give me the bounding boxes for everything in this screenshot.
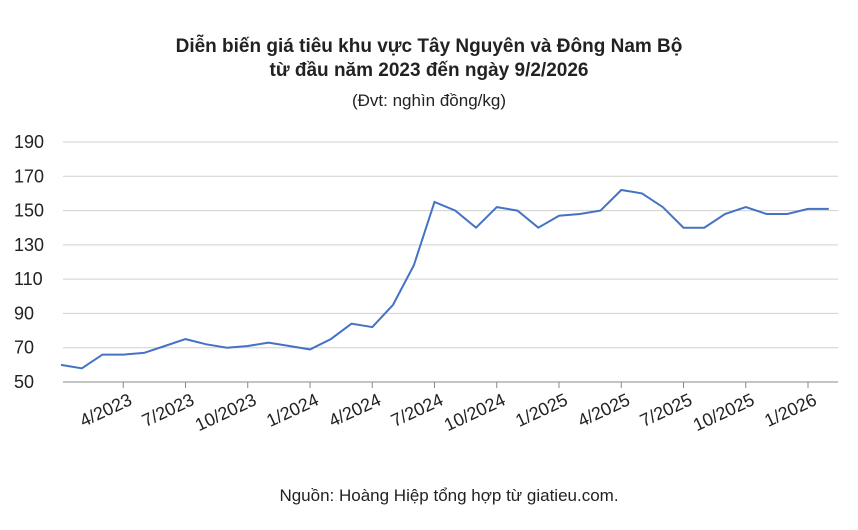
y-tick-label: 130 [14,235,44,255]
x-tick-label: 7/2023 [139,389,197,430]
y-tick-label: 90 [14,303,34,323]
x-tick-label: 10/2025 [690,389,757,435]
x-tick-label: 4/2024 [326,389,384,430]
x-tick-label: 7/2024 [388,389,446,430]
y-tick-label: 110 [14,269,43,289]
price-line [60,188,829,370]
y-tick-label: 50 [14,372,34,392]
x-tick-label: 7/2025 [637,389,695,430]
x-tick-label: 1/2025 [512,389,570,430]
chart-title: từ đầu năm 2023 đến ngày 9/2/2026 [270,60,589,81]
chart-title: Diễn biến giá tiêu khu vực Tây Nguyên và… [176,35,683,57]
y-tick-label: 70 [14,338,34,358]
source-note: Nguồn: Hoàng Hiệp tổng hợp từ giatieu.co… [279,486,618,505]
x-tick-label: 1/2026 [761,389,819,430]
x-tick-label: 4/2023 [77,389,135,430]
x-tick-label: 4/2025 [575,389,633,430]
y-tick-label: 190 [14,132,44,152]
y-tick-label: 150 [14,201,44,221]
x-tick-label: 10/2024 [441,389,508,435]
y-tick-label: 170 [14,166,44,186]
chart-subtitle: (Đvt: nghìn đồng/kg) [352,91,506,110]
x-tick-label: 10/2023 [192,389,259,435]
x-tick-label: 1/2024 [263,389,321,430]
